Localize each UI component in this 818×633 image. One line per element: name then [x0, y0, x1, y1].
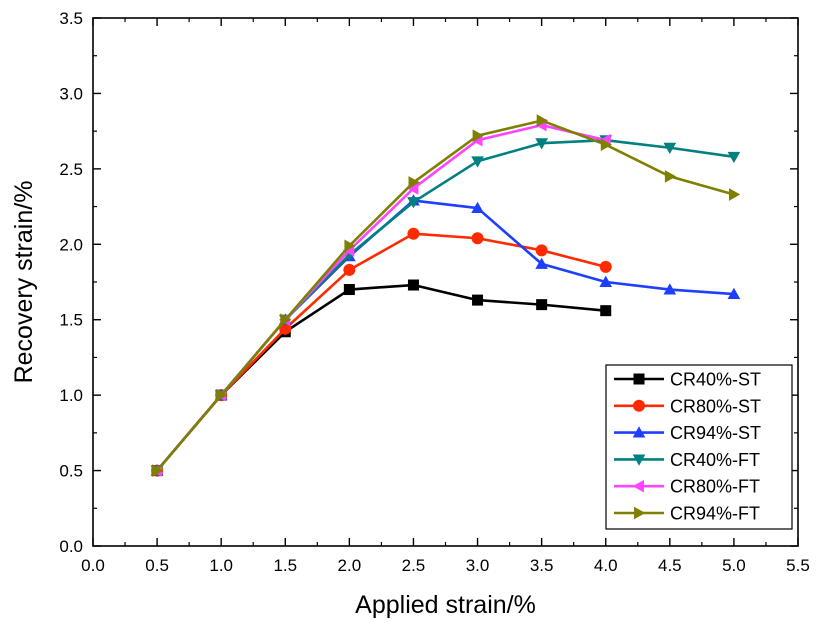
data-point: [727, 287, 741, 300]
series-CR94%-FT: [152, 114, 741, 477]
x-tick-label: 5.5: [786, 556, 810, 575]
data-point: [343, 284, 355, 296]
x-tick-label: 3.0: [466, 556, 490, 575]
data-point: [536, 114, 548, 127]
y-tick-label: 2.5: [59, 160, 83, 179]
data-point: [599, 260, 612, 273]
legend-item: CR80%-FT: [614, 477, 760, 497]
data-point: [280, 313, 292, 327]
data-point: [344, 239, 356, 253]
y-axis: 0.0 0.5 1.0 1.5 2.0 2.5 3.0 3.5: [59, 9, 798, 556]
series-line: [156, 283, 606, 472]
legend-label: CR40%-FT: [670, 450, 760, 470]
legend-item: CR40%-ST: [614, 370, 761, 390]
legend-label: CR94%-ST: [670, 423, 761, 443]
data-point: [664, 170, 677, 183]
series-line: [156, 119, 735, 472]
y-tick-label: 1.0: [59, 386, 83, 405]
data-point: [471, 232, 484, 245]
x-tick-label: 2.5: [402, 556, 426, 575]
y-tick-label: 3.0: [59, 84, 83, 103]
data-point: [728, 188, 741, 201]
y-tick-label: 0.5: [59, 462, 83, 481]
y-tick-label: 2.0: [59, 235, 83, 254]
x-tick-label: 1.0: [209, 556, 233, 575]
data-point: [407, 227, 420, 240]
data-point: [279, 322, 292, 335]
series-CR40%-ST: [151, 279, 612, 477]
x-tick-label: 0.5: [145, 556, 169, 575]
data-point: [535, 257, 548, 269]
x-axis: 0.0 0.5 1.0 1.5 2.0 2.5 3.0 3.5 4.0 4.5 5.0 5.5: [81, 18, 810, 575]
data-point: [632, 426, 646, 438]
legend-label: CR80%-FT: [670, 477, 760, 497]
data-point: [600, 305, 612, 317]
legend-item: CR94%-FT: [614, 504, 760, 524]
y-tick-label: 3.5: [59, 9, 83, 28]
legend-item: CR94%-ST: [614, 423, 761, 443]
series-layer: [150, 114, 741, 477]
x-tick-label: 5.0: [722, 556, 746, 575]
x-tick-label: 1.5: [273, 556, 297, 575]
series-line: [156, 232, 607, 472]
legend-label: CR40%-ST: [670, 370, 761, 390]
series-line: [156, 123, 607, 472]
data-point: [599, 275, 613, 287]
data-point: [408, 176, 420, 189]
data-point: [535, 244, 548, 257]
data-point: [535, 138, 548, 150]
y-axis-title: Recovery strain/%: [10, 181, 38, 384]
x-axis-title: Applied strain/%: [355, 591, 536, 619]
data-point: [216, 388, 228, 402]
data-point: [472, 294, 484, 306]
legend-box: [605, 364, 793, 530]
x-tick-label: 2.0: [338, 556, 362, 575]
data-point: [536, 299, 548, 311]
data-point: [407, 197, 420, 209]
data-point: [407, 182, 419, 195]
data-point: [633, 399, 645, 412]
data-point: [632, 479, 644, 493]
data-point: [663, 142, 677, 155]
data-point: [727, 151, 741, 164]
data-point: [152, 464, 164, 477]
legend-item: CR40%-FT: [614, 450, 760, 470]
series-CR80%-FT: [150, 118, 611, 477]
y-tick-label: 1.5: [59, 311, 83, 330]
data-point: [663, 283, 677, 295]
data-point: [633, 373, 645, 385]
x-tick-label: 3.5: [530, 556, 554, 575]
legend-label: CR94%-FT: [670, 504, 760, 524]
data-point: [407, 279, 419, 291]
data-point: [600, 138, 613, 152]
y-tick-label: 0.0: [59, 537, 83, 556]
data-point: [343, 263, 356, 276]
data-point: [472, 129, 484, 142]
legend-item: CR80%-ST: [614, 396, 761, 416]
legend-label: CR80%-ST: [670, 396, 761, 416]
data-point: [632, 454, 646, 466]
x-tick-label: 4.5: [658, 556, 682, 575]
x-tick-label: 4.0: [594, 556, 618, 575]
legend: CR40%-ST CR80%-ST CR94%-ST CR40%-FT CR80%-FT…: [605, 364, 793, 530]
data-point: [471, 156, 484, 168]
data-point: [634, 506, 646, 520]
x-tick-label: 0.0: [81, 556, 105, 575]
data-point: [471, 201, 484, 214]
